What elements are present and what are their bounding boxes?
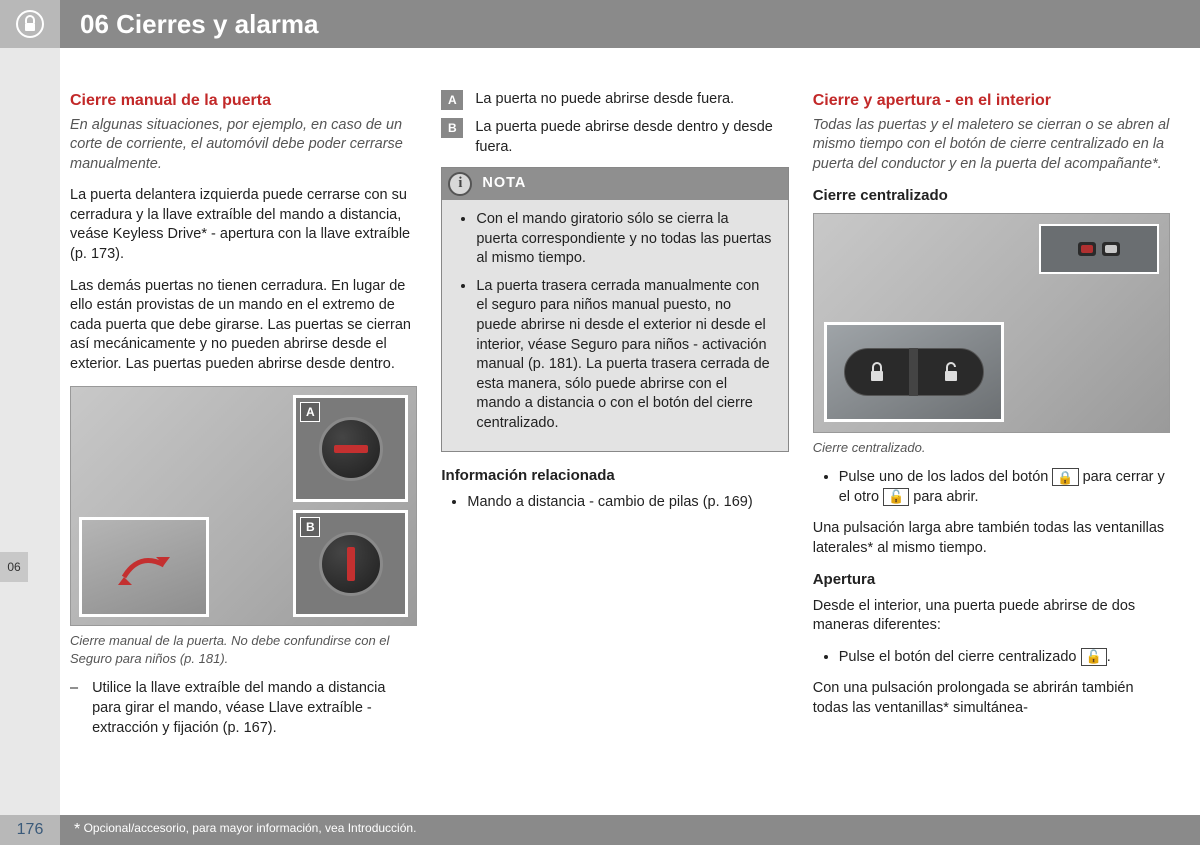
related-heading: Información relacionada xyxy=(441,466,788,486)
col3-figure-caption: Cierre centralizado. xyxy=(813,439,1170,457)
page-number: 176 xyxy=(0,815,60,845)
related-list: Mando a distancia - cambio de pilas (p. … xyxy=(441,493,788,513)
col3-b1-a: Pulse uno de los lados del botón xyxy=(839,469,1053,485)
left-margin-strip xyxy=(0,48,60,845)
figure-key-turn-inset xyxy=(79,517,209,617)
col3-b2-a: Pulse el botón del cierre centralizado xyxy=(839,649,1081,665)
col3-bullet-list-1: Pulse uno de los lados del botón 🔒 para … xyxy=(813,468,1170,507)
col3-bullet-2: Pulse el botón del cierre centralizado 🔓… xyxy=(839,648,1170,668)
lock-closed-icon: 🔒 xyxy=(1052,468,1078,486)
col1-p1: La puerta delantera izquierda puede cerr… xyxy=(70,186,417,264)
legend-badge-b: B xyxy=(441,118,463,138)
chapter-title: 06 Cierres y alarma xyxy=(80,9,319,40)
col3-bullet-list-2: Pulse el botón del cierre centralizado 🔓… xyxy=(813,648,1170,668)
nota-title: NOTA xyxy=(482,174,526,194)
switch-lock-icon xyxy=(845,349,909,395)
detail-buttons-inset xyxy=(1039,224,1159,274)
legend-row-a: A La puerta no puede abrirse desde fuera… xyxy=(441,90,788,110)
col1-intro: En algunas situaciones, por ejemplo, en … xyxy=(70,116,417,175)
related-item-1: Mando a distancia - cambio de pilas (p. … xyxy=(467,493,788,513)
figure-panel-b: B xyxy=(293,510,408,617)
nota-body: Con el mando giratorio sólo se cierra la… xyxy=(442,200,787,451)
lock-switch xyxy=(844,348,984,396)
figure-badge-b: B xyxy=(300,517,320,537)
legend-row-b: B La puerta puede abrirse desde dentro y… xyxy=(441,118,788,157)
col1-dash-text: Utilice la llave extraíble del mando a d… xyxy=(92,679,417,738)
mini-button-white xyxy=(1102,242,1120,256)
footnote-star-icon: * xyxy=(74,821,80,838)
legend-badge-a: A xyxy=(441,90,463,110)
col3-ap1: Desde el interior, una puerta puede abri… xyxy=(813,597,1170,636)
nota-bullet-2: La puerta trasera cerrada manualmente co… xyxy=(476,277,773,434)
central-lock-figure xyxy=(813,213,1170,433)
col3-p-after: Una pulsación larga abre también todas l… xyxy=(813,519,1170,558)
col3-b1-c: para abrir. xyxy=(909,489,978,505)
col3-intro: Todas las puertas y el maletero se cierr… xyxy=(813,116,1170,175)
nota-header: i NOTA xyxy=(442,168,787,200)
lock-open-icon-2: 🔓 xyxy=(1081,648,1107,666)
manual-lock-figure: A B xyxy=(70,386,417,626)
footer-bar: 176 * Opcional/accesorio, para mayor inf… xyxy=(0,815,1200,845)
nota-bullet-1: Con el mando giratorio sólo se cierra la… xyxy=(476,210,773,269)
column-3: Cierre y apertura - en el interior Todas… xyxy=(813,90,1170,748)
col1-dash-item: – Utilice la llave extraíble del mando a… xyxy=(70,679,417,738)
chapter-header: 06 Cierres y alarma xyxy=(0,0,1200,48)
col1-heading: Cierre manual de la puerta xyxy=(70,90,417,112)
column-2: A La puerta no puede abrirse desde fuera… xyxy=(441,90,788,748)
footer-note: * Opcional/accesorio, para mayor informa… xyxy=(74,821,416,839)
switch-unlock-icon xyxy=(918,349,982,395)
figure-badge-a: A xyxy=(300,402,320,422)
figure-panel-a: A xyxy=(293,395,408,502)
col3-bullet-1: Pulse uno de los lados del botón 🔒 para … xyxy=(839,468,1170,507)
col1-p2: Las demás puertas no tienen cerradura. E… xyxy=(70,277,417,375)
info-icon: i xyxy=(448,172,472,196)
figure-knob-stack: A B xyxy=(293,395,408,617)
header-lock-icon xyxy=(0,0,60,48)
content-area: Cierre manual de la puerta En algunas si… xyxy=(70,90,1170,748)
footer-note-text: Opcional/accesorio, para mayor informaci… xyxy=(84,821,417,835)
col3-sub1: Cierre centralizado xyxy=(813,186,1170,206)
dash-marker: – xyxy=(70,679,78,738)
col3-heading: Cierre y apertura - en el interior xyxy=(813,90,1170,112)
col3-ap2: Con una pulsación prolongada se abrirán … xyxy=(813,679,1170,718)
lock-open-icon: 🔓 xyxy=(883,488,909,506)
legend-text-a: La puerta no puede abrirse desde fuera. xyxy=(475,90,734,110)
mini-button-red xyxy=(1078,242,1096,256)
col3-sub2: Apertura xyxy=(813,570,1170,590)
col1-figure-caption: Cierre manual de la puerta. No debe conf… xyxy=(70,632,417,667)
col3-b2-b: . xyxy=(1107,649,1111,665)
column-1: Cierre manual de la puerta En algunas si… xyxy=(70,90,417,748)
nota-box: i NOTA Con el mando giratorio sólo se ci… xyxy=(441,167,788,452)
legend-text-b: La puerta puede abrirse desde dentro y d… xyxy=(475,118,788,157)
side-chapter-tab: 06 xyxy=(0,552,28,582)
lock-switch-inset xyxy=(824,322,1004,422)
